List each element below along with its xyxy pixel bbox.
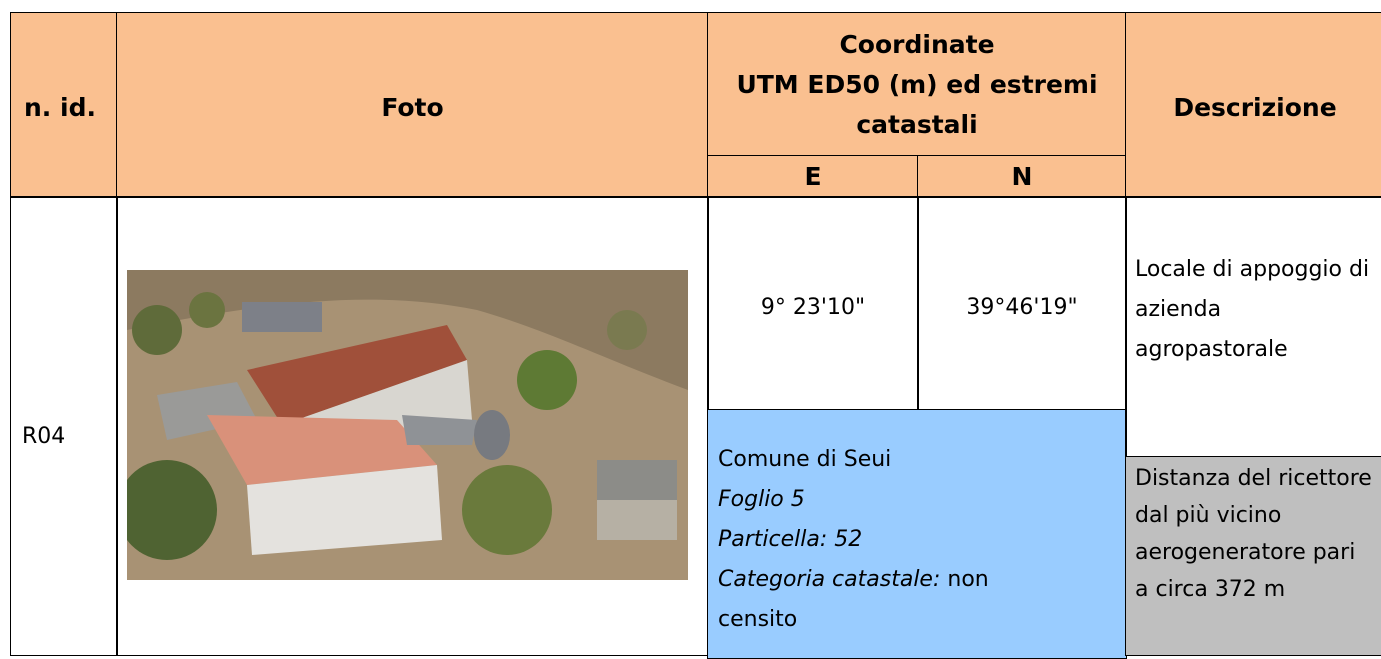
parcel: Particella: 52: [718, 527, 863, 552]
header-description: Descrizione: [1173, 93, 1337, 122]
municipality: Comune di Seui: [718, 447, 892, 472]
header-cell: [116, 12, 709, 198]
coord-n: 39°46'19": [966, 295, 1078, 320]
category-value: non censito: [718, 567, 989, 632]
header-coordinates: UTM ED50 (m) ed estremi: [736, 70, 1098, 99]
header-id: n. id.: [24, 93, 96, 122]
category-label: Categoria catastale:: [718, 567, 941, 592]
header-photo: Foto: [381, 93, 444, 122]
cadastral-info: Comune di Seui Foglio 5 Particella: 52 C…: [718, 440, 1048, 640]
photo: [127, 270, 688, 580]
distance-cell: [1125, 456, 1381, 656]
sheet: Foglio 5: [718, 487, 805, 512]
row-id: R04: [22, 424, 66, 449]
description: Locale di appoggio di azienda agropastor…: [1135, 257, 1370, 362]
header-coordinates: catastali: [856, 110, 978, 139]
header-cell: [707, 155, 919, 198]
header-cell: [10, 12, 118, 198]
header-cell: [1125, 12, 1381, 198]
cadastral-cell: [707, 409, 1127, 659]
header-e: E: [804, 162, 822, 191]
header-n: N: [1011, 162, 1033, 191]
distance: Distanza del ricettore dal più vicino ae…: [1135, 466, 1372, 602]
header-cell: [917, 155, 1127, 198]
coord-e: 9° 23'10": [760, 295, 866, 320]
header-coordinates: Coordinate: [839, 30, 995, 59]
